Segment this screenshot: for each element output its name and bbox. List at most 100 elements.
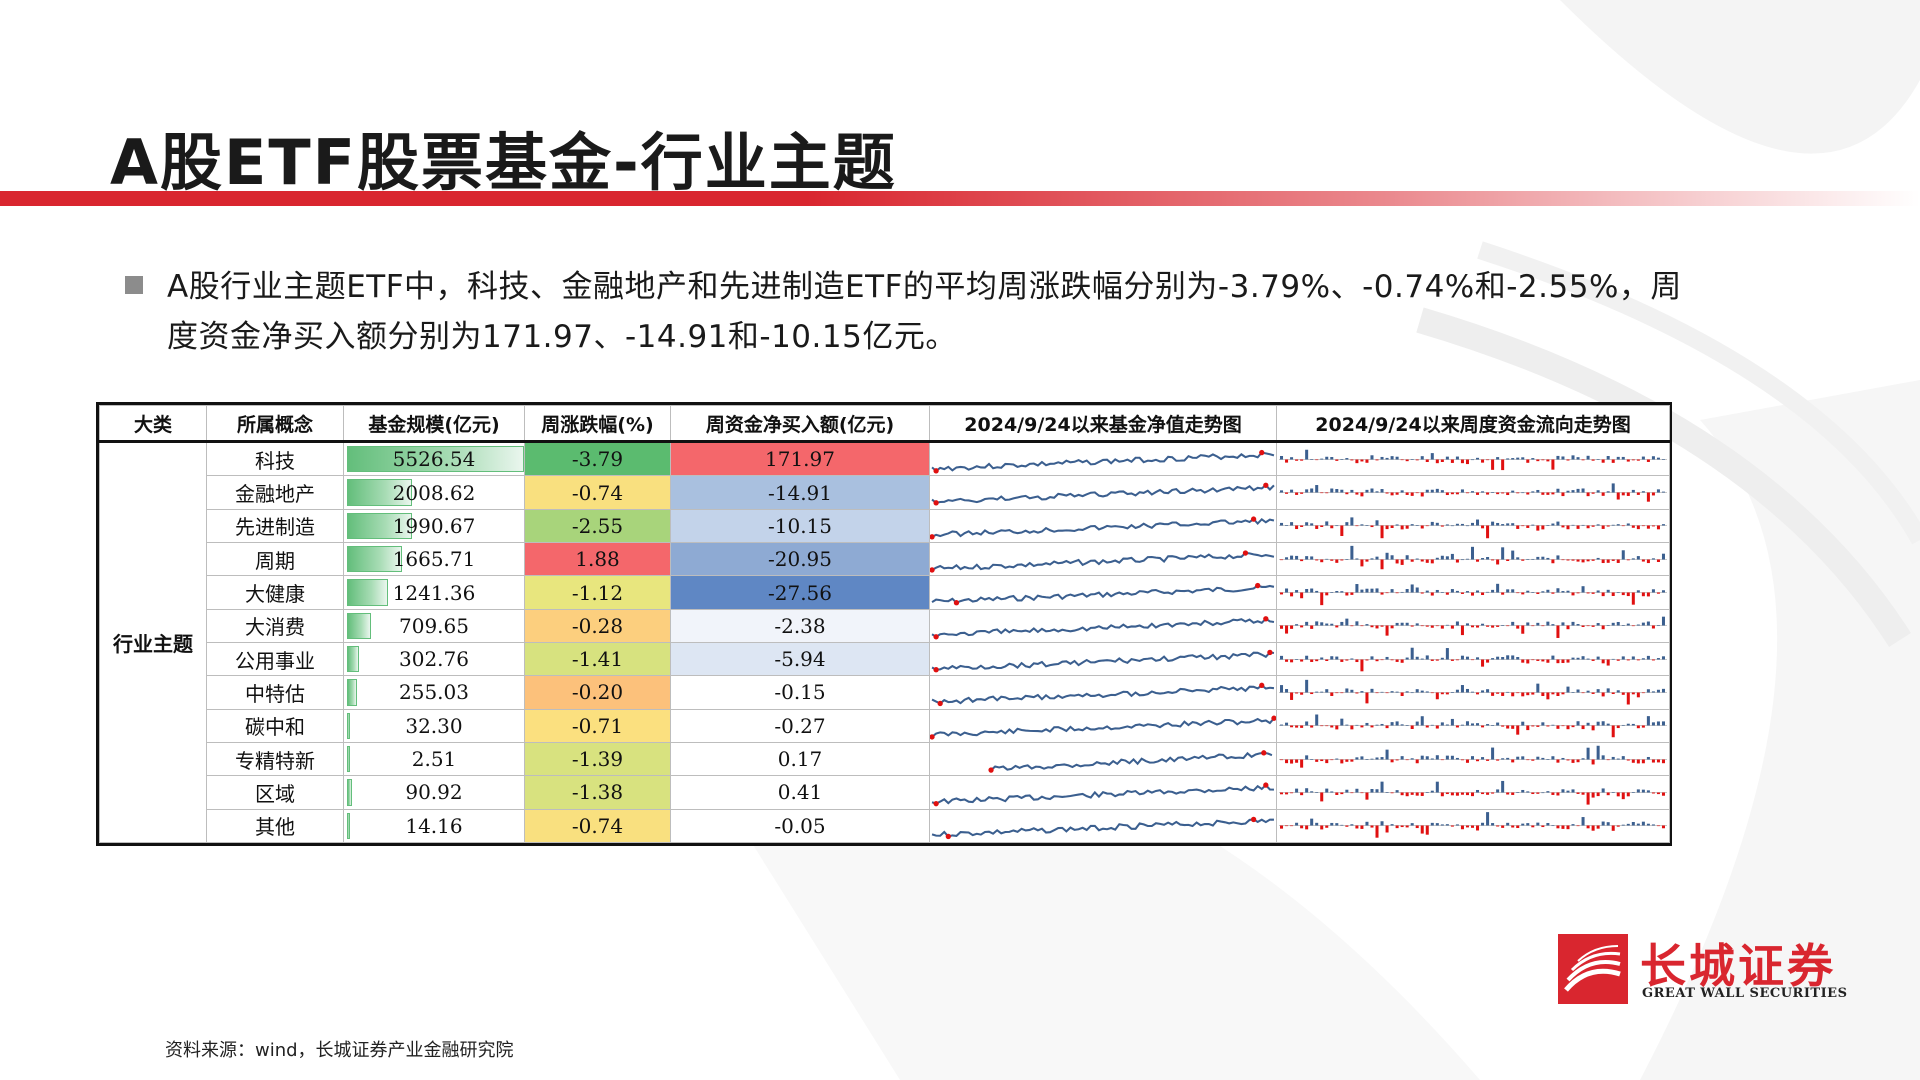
flow-bar xyxy=(1536,683,1540,693)
weekly-net-flow-cell: 0.17 xyxy=(670,741,930,777)
flow-bar xyxy=(1556,625,1560,639)
flow-bar xyxy=(1621,492,1625,496)
flow-bar xyxy=(1611,559,1615,561)
flow-bar xyxy=(1295,759,1299,763)
flow-bar xyxy=(1300,792,1304,796)
flow-bar xyxy=(1425,725,1429,728)
flow-bar xyxy=(1465,525,1469,527)
flow-bar xyxy=(1531,825,1535,828)
flow-bar xyxy=(1646,655,1650,660)
flow-bar xyxy=(1626,492,1630,496)
flow-bar xyxy=(1360,625,1364,627)
flow-bar xyxy=(1470,523,1475,526)
flow-bar xyxy=(1420,825,1424,834)
flow-bar xyxy=(1596,745,1600,760)
flow-bar xyxy=(1576,689,1580,693)
flow-bar xyxy=(1450,755,1454,760)
weekly-change-cell: -1.38 xyxy=(524,775,671,810)
flow-bar xyxy=(1641,789,1645,793)
weekly-change-cell: -1.41 xyxy=(524,641,671,677)
flow-bar xyxy=(1340,718,1344,726)
page-title: A股ETF股票基金-行业主题 xyxy=(110,126,897,199)
flow-bar xyxy=(1295,692,1299,694)
flow-bar xyxy=(1521,525,1525,527)
flow-bar xyxy=(1280,724,1284,726)
flow-bar xyxy=(1596,623,1600,626)
concept-cell: 其他 xyxy=(206,808,344,844)
flow-bar xyxy=(1591,559,1595,561)
flow-bar xyxy=(1656,592,1660,594)
flow-bar xyxy=(1380,625,1384,628)
flow-bar xyxy=(1315,823,1319,826)
flow-bar xyxy=(1546,557,1550,560)
flow-bar xyxy=(1496,523,1500,526)
flow-bar xyxy=(1315,659,1319,661)
flow-bar xyxy=(1491,792,1495,794)
flow-bar xyxy=(1305,489,1309,493)
flow-trend-sparkline xyxy=(1279,583,1667,606)
flow-bar xyxy=(1290,592,1294,597)
flow-bar xyxy=(1526,492,1530,495)
concept-cell: 金融地产 xyxy=(206,475,344,510)
flow-bar xyxy=(1425,525,1429,527)
flow-bar xyxy=(1481,459,1485,463)
flow-bar xyxy=(1581,586,1585,593)
flow-bar xyxy=(1591,459,1595,461)
flow-bar xyxy=(1661,655,1665,660)
flow-bar xyxy=(1325,456,1329,460)
flow-bar xyxy=(1611,725,1615,738)
nav-low-marker xyxy=(933,467,939,474)
flow-bar xyxy=(1561,591,1565,593)
flow-bar xyxy=(1661,458,1665,460)
flow-bar xyxy=(1465,591,1469,593)
flow-bar xyxy=(1440,592,1444,593)
flow-bar xyxy=(1501,459,1505,470)
flow-bar xyxy=(1586,690,1590,693)
flow-bar xyxy=(1415,792,1419,796)
flow-bar xyxy=(1646,621,1650,626)
flow-bar xyxy=(1521,659,1525,663)
flow-bar xyxy=(1380,559,1384,569)
flow-bar xyxy=(1285,825,1289,827)
flow-bar xyxy=(1320,592,1324,606)
nav-trend-line xyxy=(931,617,1275,639)
flow-bar xyxy=(1425,825,1429,836)
flow-bar xyxy=(1315,791,1319,793)
flow-bar xyxy=(1556,825,1560,829)
flow-bar xyxy=(1280,559,1284,560)
flow-bar xyxy=(1410,647,1414,660)
flow-bar xyxy=(1551,755,1555,760)
flow-bar xyxy=(1410,559,1414,562)
flow-bar xyxy=(1410,757,1414,760)
flow-bar xyxy=(1576,525,1580,530)
nav-trend-sparkline xyxy=(931,682,1275,707)
flow-bar xyxy=(1526,725,1530,731)
flow-bar xyxy=(1586,625,1590,627)
fund-scale-databar xyxy=(347,679,358,706)
flow-bar xyxy=(1460,792,1464,795)
flow-bar xyxy=(1420,658,1424,660)
flow-bar xyxy=(1486,459,1490,460)
flow-bar xyxy=(1476,656,1480,660)
flow-bar xyxy=(1305,679,1309,693)
flow-bar xyxy=(1476,723,1480,726)
concept-cell: 先进制造 xyxy=(206,508,344,544)
flow-bar xyxy=(1546,823,1550,826)
flow-bar xyxy=(1370,488,1374,493)
flow-bar xyxy=(1385,625,1389,636)
flow-bar xyxy=(1455,725,1459,728)
flow-bar xyxy=(1365,723,1369,726)
flow-bar xyxy=(1631,759,1635,763)
flow-bar xyxy=(1335,591,1339,593)
flow-bar xyxy=(1400,692,1404,696)
flow-bar xyxy=(1556,488,1560,493)
flow-bar xyxy=(1375,520,1379,526)
header-weekly-change: 周涨跌幅(%) xyxy=(524,405,671,443)
flow-bar xyxy=(1420,525,1424,529)
flow-bar xyxy=(1380,525,1384,539)
flow-bar xyxy=(1330,525,1334,529)
flow-bar xyxy=(1345,724,1349,726)
nav-trend-line xyxy=(931,684,1275,705)
flow-bar xyxy=(1325,592,1329,596)
flow-bar xyxy=(1290,456,1294,460)
